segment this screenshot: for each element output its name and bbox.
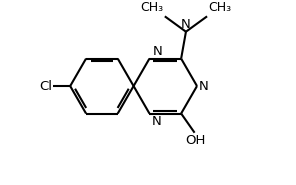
Text: N: N [181, 18, 191, 31]
Text: CH₃: CH₃ [208, 1, 231, 14]
Text: CH₃: CH₃ [141, 1, 164, 14]
Text: Cl: Cl [39, 80, 52, 92]
Text: N: N [152, 45, 162, 58]
Text: N: N [199, 80, 209, 92]
Text: OH: OH [185, 134, 206, 147]
Text: N: N [151, 115, 161, 128]
